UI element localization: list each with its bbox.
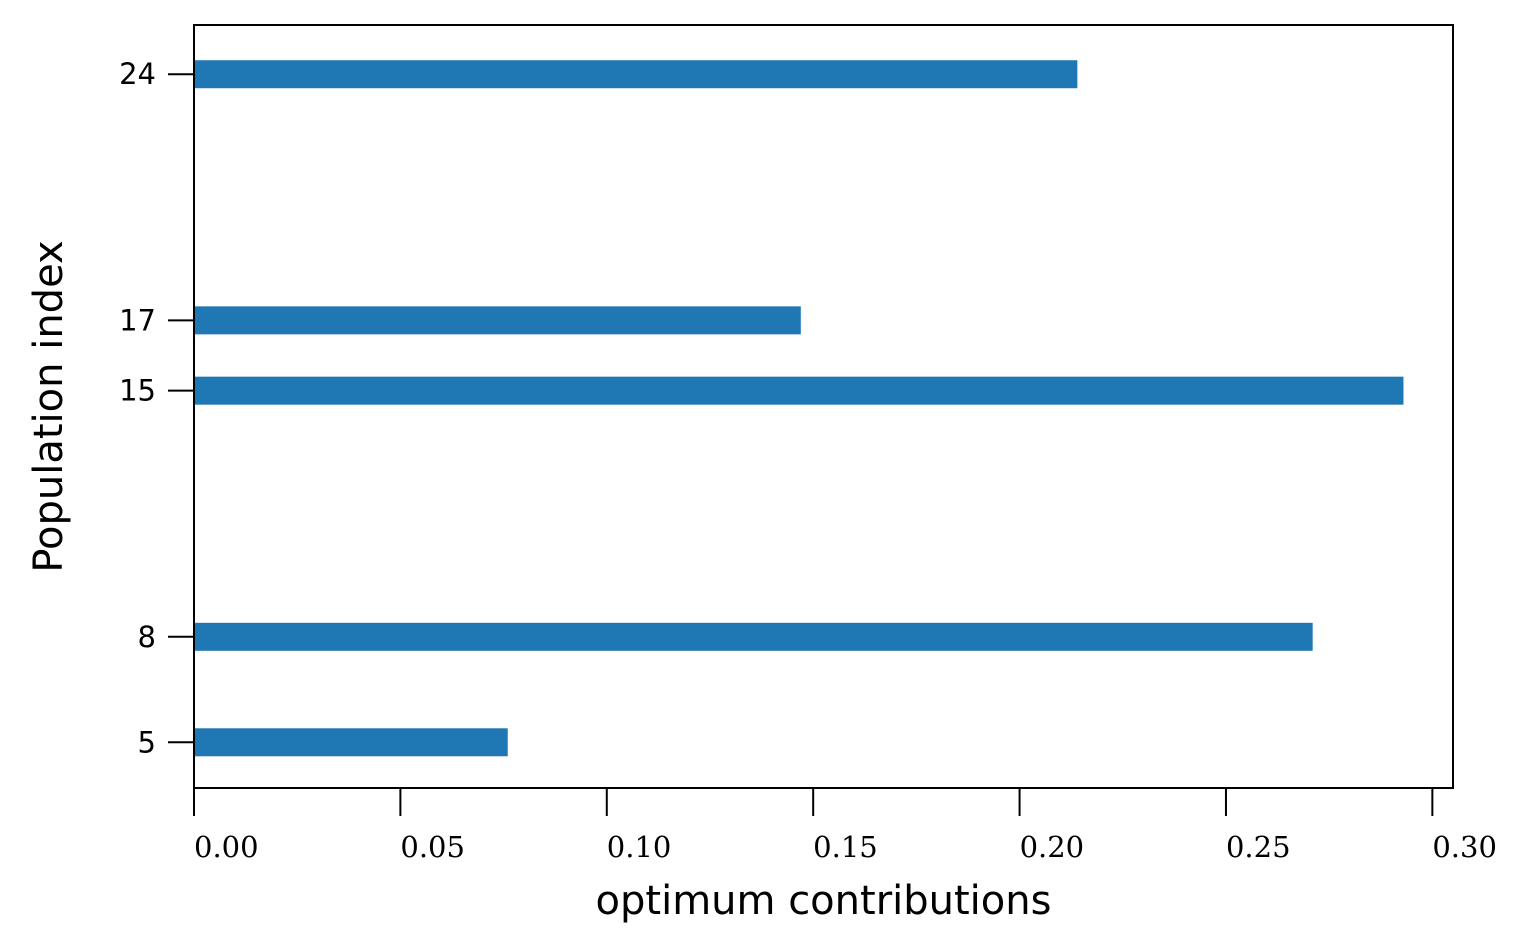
bar-24 [194,60,1078,89]
y-tick-label: 24 [119,57,156,91]
plot-frame [193,24,1454,789]
y-tick-label: 8 [138,620,156,654]
x-tick-label: 0.15 [813,830,878,864]
x-tick-label: 0.05 [400,830,465,864]
bar-8 [194,622,1313,651]
x-tick-label: 0.00 [194,830,259,864]
bar-5 [194,728,508,757]
x-tick-label: 0.30 [1432,830,1497,864]
y-tick-label: 15 [119,374,156,408]
x-axis-title: optimum contributions [596,878,1052,924]
bar-15 [194,376,1404,405]
x-tick-label: 0.25 [1226,830,1291,864]
bar-17 [194,306,801,335]
y-tick-label: 17 [119,303,156,337]
y-tick-label: 5 [138,725,156,759]
y-axis-title: Population index [26,240,72,572]
bars-layer [194,60,1404,757]
x-tick-label: 0.20 [1020,830,1085,864]
y-axis: 5 8 15 17 24 [119,57,194,759]
x-axis: 0.00 0.05 0.10 0.15 0.20 0.25 0.30 [193,788,1497,864]
x-tick-label: 0.10 [607,830,672,864]
